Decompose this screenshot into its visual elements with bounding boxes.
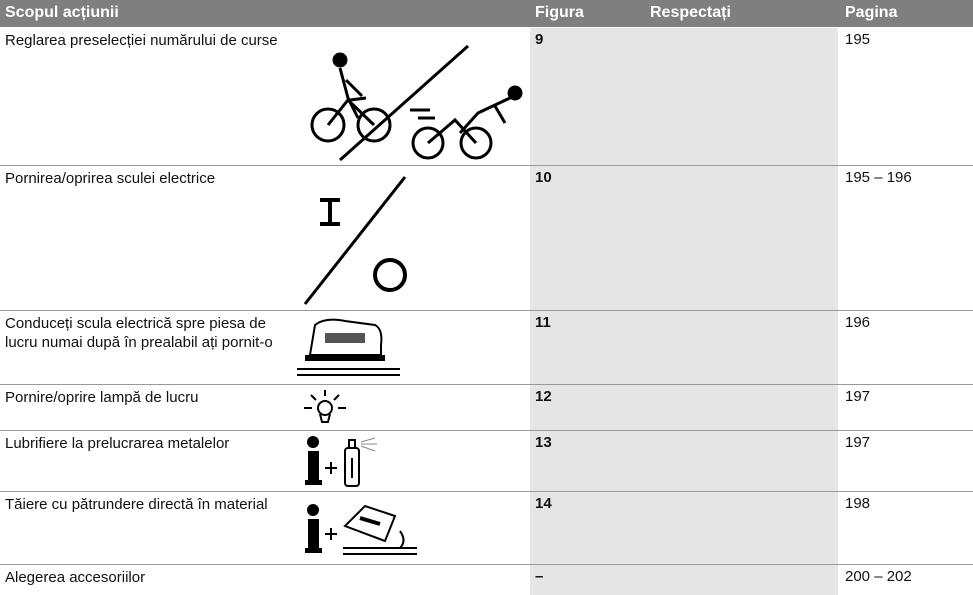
page-ref: 200 – 202 xyxy=(845,568,912,585)
page-ref: 197 xyxy=(845,434,871,451)
action: Reglarea preselecției numărului de curse xyxy=(5,32,278,49)
page-ref: 195 xyxy=(845,31,871,48)
table-row: Reglarea preselecției numărului de curse… xyxy=(0,28,973,166)
shaded-cell xyxy=(530,492,838,564)
header-note: Respectați xyxy=(650,4,731,21)
stroke-icon xyxy=(310,44,523,162)
figure: 13 xyxy=(535,434,552,451)
table-row: Tăiere cu pătrundere directă în material… xyxy=(0,492,973,565)
plunge-cut-icon xyxy=(305,504,417,555)
header-figure: Figura xyxy=(535,4,584,21)
shaded-cell xyxy=(530,565,838,595)
shaded-cell xyxy=(530,166,838,310)
figure: 9 xyxy=(535,31,544,48)
page-ref: 197 xyxy=(845,388,871,405)
table-header: Scopul acțiunii Figura Respectați Pagina xyxy=(0,0,973,27)
lamp-icon xyxy=(304,390,346,423)
table-row: Alegerea accesoriilor – 200 – 202 xyxy=(0,565,973,595)
action: Lubrifiere la prelucrarea metalelor xyxy=(5,435,230,452)
header-page: Pagina xyxy=(845,4,898,21)
figure: 11 xyxy=(535,314,551,331)
action: Alegerea accesoriilor xyxy=(5,569,146,586)
on-off-icon xyxy=(303,176,407,305)
shaded-cell xyxy=(530,28,838,165)
shaded-cell xyxy=(530,431,838,491)
figure: 12 xyxy=(535,388,552,405)
jigsaw-icon xyxy=(297,318,400,376)
table-row: Pornire/oprire lampă de lucru 12 197 xyxy=(0,385,973,431)
action: Pornire/oprire lampă de lucru xyxy=(5,389,199,406)
header-action: Scopul acțiunii xyxy=(5,4,119,21)
figure: 14 xyxy=(535,495,552,512)
shaded-cell xyxy=(530,311,838,384)
table-row: Pornirea/oprirea sculei electrice 10 195… xyxy=(0,166,973,311)
table-row: Conduceți scula electrică spre piesa de … xyxy=(0,311,973,385)
page-ref: 195 – 196 xyxy=(845,169,912,186)
lubricate-icon xyxy=(305,436,377,487)
action: Tăiere cu pătrundere directă în material xyxy=(5,496,268,513)
page-ref: 198 xyxy=(845,495,871,512)
action: Pornirea/oprirea sculei electrice xyxy=(5,170,216,187)
page-ref: 196 xyxy=(845,314,871,331)
shaded-cell xyxy=(530,385,838,430)
action: Conduceți scula electrică spre piesa de … xyxy=(5,315,273,351)
figure: 10 xyxy=(535,169,552,186)
table-row: Lubrifiere la prelucrarea metalelor 13 1… xyxy=(0,431,973,492)
figure: – xyxy=(535,568,544,585)
